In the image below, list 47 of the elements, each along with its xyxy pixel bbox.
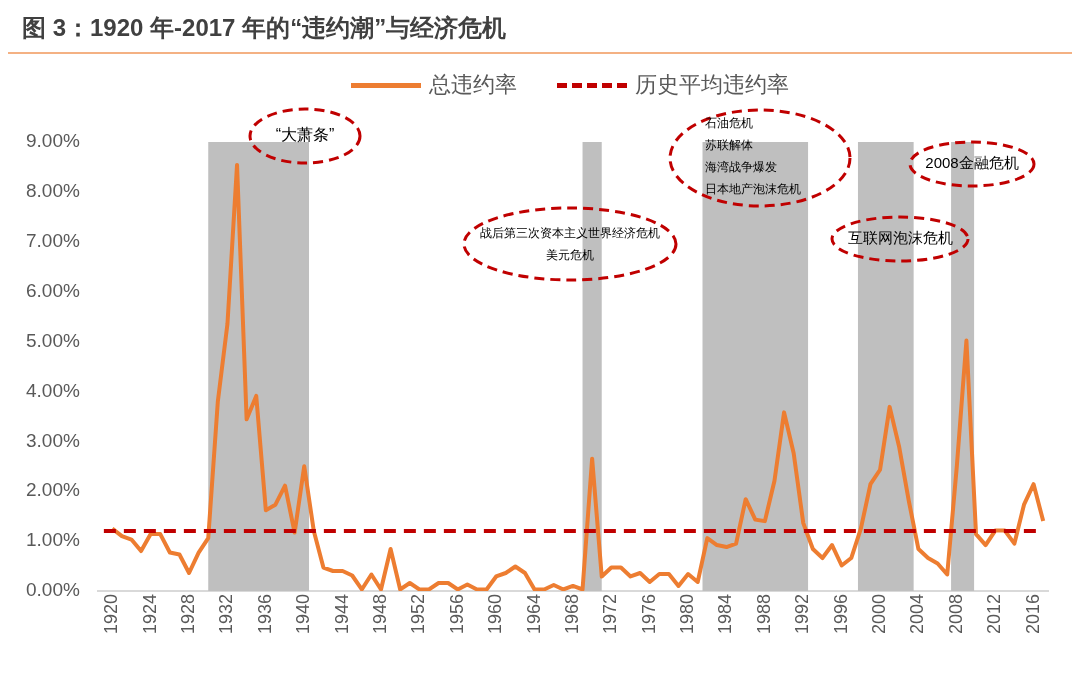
y-tick-label: 1.00% <box>26 529 80 551</box>
annotation: 互联网泡沫危机 <box>847 229 953 247</box>
y-tick-label: 0.00% <box>26 579 80 601</box>
x-tick-label: 1924 <box>139 593 160 634</box>
annotation: 2008金融危机 <box>925 154 1019 172</box>
x-tick-label: 1972 <box>600 593 621 634</box>
x-tick-label: 1988 <box>753 593 774 634</box>
annotation: “大萧条” <box>275 126 335 144</box>
legend-label: 总违约率 <box>429 71 517 99</box>
annotation: 美元危机 <box>546 248 594 263</box>
y-tick-label: 3.00% <box>26 429 80 451</box>
x-tick-label: 1920 <box>101 593 122 634</box>
x-tick-label: 1932 <box>216 593 237 634</box>
x-tick-label: 1948 <box>369 593 390 634</box>
x-tick-label: 1956 <box>446 593 467 634</box>
x-tick-label: 1976 <box>638 593 659 634</box>
x-tick-label: 2016 <box>1022 593 1043 634</box>
x-tick-label: 2008 <box>945 593 966 634</box>
x-tick-label: 1968 <box>561 593 582 634</box>
y-tick-label: 5.00% <box>26 329 80 351</box>
x-tick-label: 1964 <box>523 593 544 634</box>
annotation: 海湾战争爆发 <box>705 160 777 175</box>
x-tick-label: 1936 <box>254 593 275 634</box>
annotation: 苏联解体 <box>705 138 753 153</box>
x-tick-label: 1984 <box>715 593 736 634</box>
x-tick-label: 1940 <box>293 593 314 634</box>
x-tick-label: 1996 <box>830 593 851 634</box>
x-tick-label: 2000 <box>869 593 890 634</box>
x-tick-label: 1992 <box>792 593 813 634</box>
y-tick-label: 7.00% <box>26 230 80 251</box>
x-tick-label: 1928 <box>178 593 199 634</box>
annotation: 日本地产泡沫危机 <box>705 182 801 197</box>
x-tick-label: 1952 <box>408 593 429 634</box>
y-tick-label: 2.00% <box>26 479 80 501</box>
x-tick-label: 2012 <box>984 593 1005 634</box>
x-tick-label: 1960 <box>485 593 506 634</box>
y-tick-label: 8.00% <box>26 180 80 202</box>
y-tick-label: 6.00% <box>26 279 80 301</box>
x-tick-label: 1944 <box>331 593 352 634</box>
chart-title: 图 3：1920 年-2017 年的“违约潮”与经济危机 <box>8 8 1072 54</box>
x-tick-label: 2004 <box>907 593 928 634</box>
annotation: 战后第三次资本主义世界经济危机 <box>480 226 660 241</box>
y-tick-label: 4.00% <box>26 379 80 401</box>
y-tick-label: 9.00% <box>26 130 80 152</box>
x-tick-label: 1980 <box>677 593 698 634</box>
text: 石油危机 <box>705 116 753 131</box>
legend-label: 历史平均违约率 <box>635 71 789 99</box>
